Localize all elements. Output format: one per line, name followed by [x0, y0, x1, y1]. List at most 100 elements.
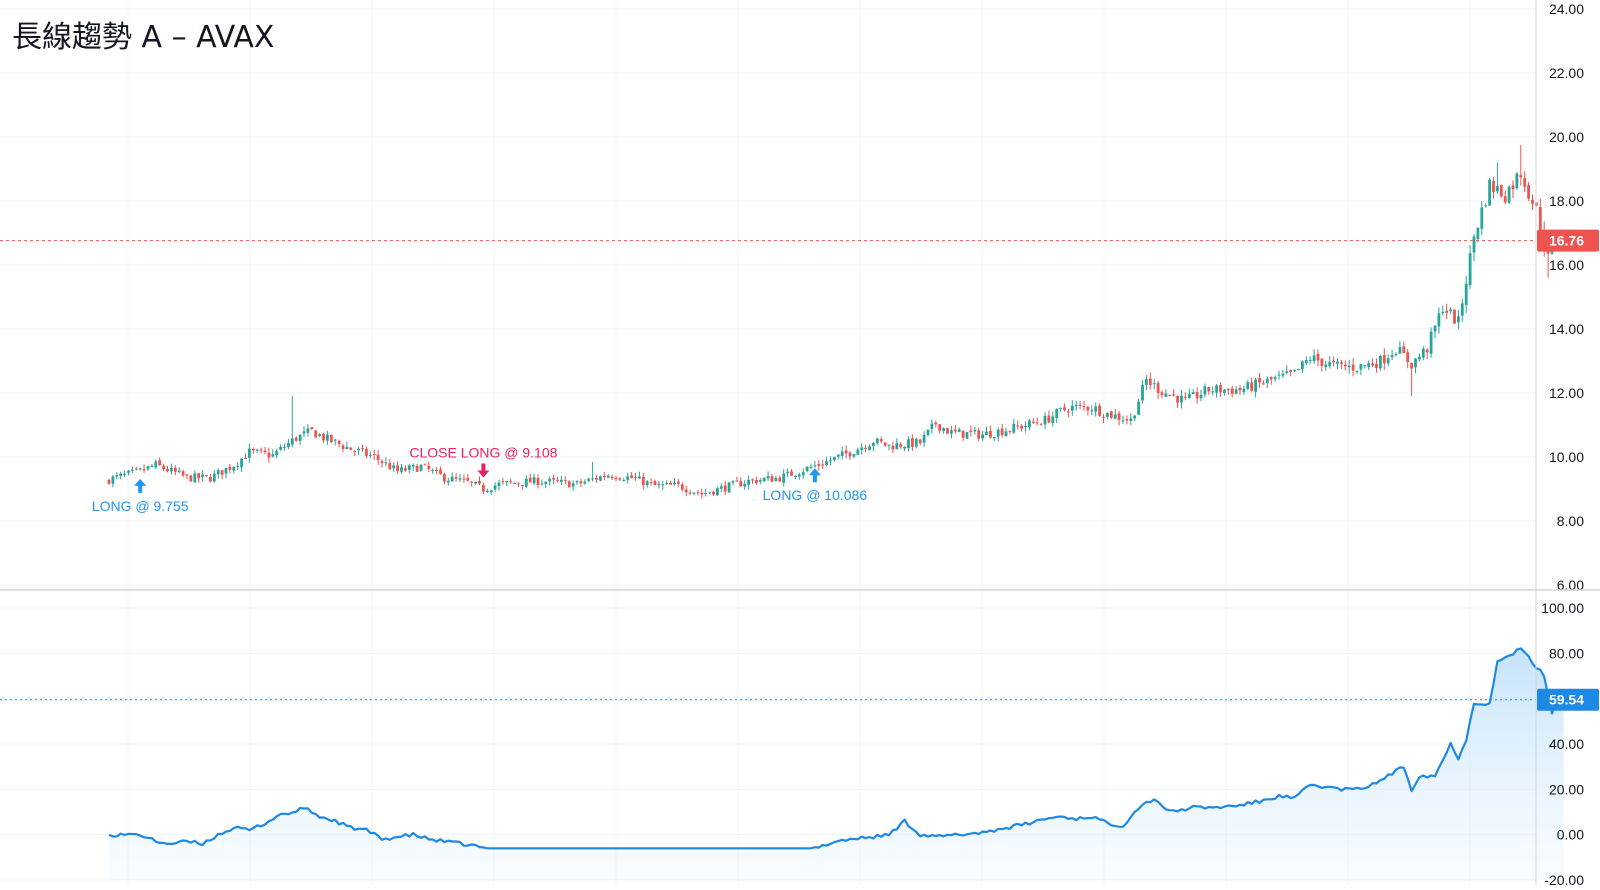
candle-body [201, 474, 204, 478]
candle-body [1098, 405, 1101, 416]
candle-body [1437, 313, 1441, 327]
candle [903, 446, 906, 452]
candle [1511, 180, 1515, 199]
candle [1445, 303, 1449, 320]
candle [727, 481, 731, 493]
candle-body [544, 481, 548, 484]
candle-body [1121, 420, 1125, 422]
candle-body [271, 454, 275, 457]
candle-body [283, 447, 286, 449]
candle-body [1172, 394, 1176, 396]
candle [376, 450, 380, 465]
candle-body [1176, 395, 1179, 403]
candle [1195, 387, 1199, 404]
candle [965, 432, 969, 439]
candle [1148, 372, 1152, 390]
candle-body [365, 448, 368, 456]
candle [1133, 415, 1137, 422]
candle [158, 457, 162, 466]
candle-body [688, 492, 692, 494]
candle-body [173, 467, 177, 472]
candle-body [1304, 360, 1308, 364]
candle-body [1273, 377, 1277, 380]
candle-body [419, 464, 423, 471]
candle-body [431, 469, 435, 471]
candle-body [1117, 413, 1121, 420]
candle-body [630, 475, 633, 478]
candle-body [1359, 364, 1363, 370]
candle-body [774, 477, 778, 481]
candle-body [641, 476, 645, 486]
candle [1367, 360, 1371, 371]
candle [1012, 418, 1016, 434]
candle-body [1527, 185, 1530, 199]
candle-body [626, 476, 630, 480]
candle-body [903, 447, 906, 449]
candle [1137, 398, 1140, 415]
candle [1254, 377, 1257, 398]
candle [673, 478, 676, 486]
candle [528, 473, 532, 483]
candle [583, 479, 587, 485]
candle-body [1324, 364, 1328, 368]
candle [836, 454, 840, 460]
candle-body [1371, 363, 1374, 366]
candle-body [485, 490, 489, 492]
candle [1207, 386, 1211, 395]
candle-body [536, 477, 540, 485]
candle [489, 489, 493, 495]
candle [1063, 403, 1066, 412]
candle-body [1090, 410, 1094, 412]
candle-body [318, 434, 321, 437]
candle [435, 466, 438, 474]
candle-body [1445, 310, 1449, 313]
candle [1203, 383, 1207, 398]
candle [735, 476, 739, 482]
candle [142, 464, 146, 474]
candle [1515, 171, 1519, 191]
candle [946, 427, 949, 434]
candle [353, 449, 357, 457]
candle-body [1363, 365, 1367, 367]
candle [747, 475, 750, 490]
candle-body [552, 477, 555, 480]
candle [914, 437, 918, 449]
candle [723, 481, 727, 496]
candle [345, 441, 349, 450]
candle [977, 427, 981, 442]
price-tick-label: 22.00 [1549, 65, 1584, 81]
candle-body [1453, 309, 1456, 324]
candle [1320, 358, 1324, 372]
candle [536, 474, 540, 489]
candle [731, 479, 735, 486]
candle-body [462, 478, 466, 480]
candle-body [1031, 421, 1035, 423]
candle-body [591, 478, 594, 480]
candle [411, 463, 415, 472]
candle [314, 429, 318, 438]
candle [606, 473, 610, 479]
candle-body [493, 485, 497, 490]
candle-body [836, 454, 840, 457]
candle [961, 430, 965, 441]
candle-body [275, 451, 279, 456]
candle [1351, 358, 1355, 377]
candle-body [1355, 371, 1359, 373]
candle [953, 424, 957, 434]
candle-body [1160, 392, 1164, 396]
candle-body [154, 461, 158, 468]
candle-body [669, 482, 672, 485]
candle-body [723, 485, 727, 492]
candle [1304, 356, 1308, 366]
candle-body [1367, 363, 1371, 368]
arrow-up-icon [808, 468, 821, 483]
candle [1425, 347, 1429, 360]
candle [1191, 389, 1195, 395]
candle-body [875, 438, 879, 443]
candle-body [474, 481, 477, 484]
candle [427, 461, 431, 473]
candle-body [1223, 389, 1226, 394]
candle [840, 446, 844, 460]
candle-body [181, 471, 185, 476]
